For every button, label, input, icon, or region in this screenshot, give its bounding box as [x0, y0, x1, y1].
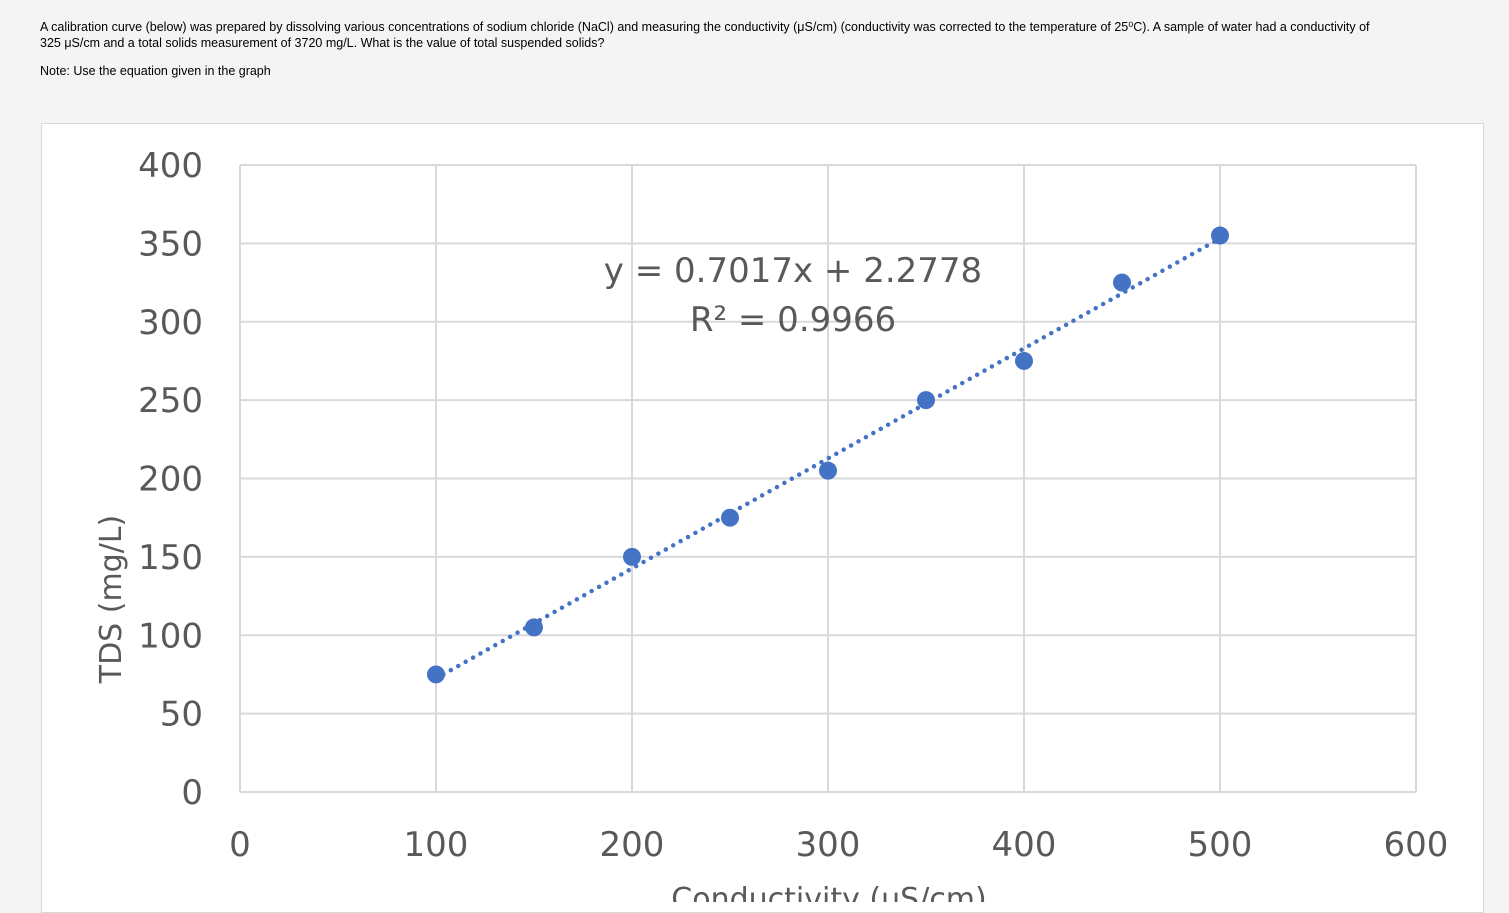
y-tick-label-4: 200 — [138, 460, 203, 500]
data-point-5 — [917, 391, 935, 410]
trendline — [433, 236, 1223, 681]
question-line-1: A calibration curve (below) was prepared… — [40, 20, 1370, 34]
question-line-2: 325 μS/cm and a total solids measurement… — [40, 36, 605, 50]
x-tick-label-2: 200 — [600, 825, 665, 865]
y-axis-title: TDS (mg/L) — [94, 515, 129, 685]
trendline-equation: y = 0.7017x + 2.2778 — [604, 251, 982, 291]
data-point-3 — [721, 508, 739, 527]
x-tick-label-5: 500 — [1188, 825, 1253, 865]
x-tick-labels: 0 100 200 300 400 500 600 — [229, 825, 1448, 865]
x-tick-label-0: 0 — [229, 825, 251, 865]
data-points — [427, 226, 1229, 684]
y-tick-label-7: 350 — [138, 224, 203, 264]
x-tick-label-1: 100 — [404, 825, 469, 865]
y-tick-label-6: 300 — [138, 303, 203, 343]
calibration-chart: 0 50 100 150 200 250 300 350 400 0 100 200 300 400 50… — [94, 146, 1448, 902]
chart-container: 0 50 100 150 200 250 300 350 400 0 100 200 300 400 50… — [41, 123, 1484, 913]
x-tick-label-3: 300 — [796, 825, 861, 865]
y-tick-labels: 0 50 100 150 200 250 300 350 400 — [138, 146, 203, 813]
y-tick-label-1: 50 — [160, 695, 203, 735]
x-tick-label-6: 600 — [1384, 825, 1449, 865]
r-squared-label: R² = 0.9966 — [690, 300, 896, 340]
x-axis-title: Conductivity (μS/cm) — [671, 882, 986, 902]
y-tick-label-2: 100 — [138, 616, 203, 656]
data-point-1 — [525, 618, 543, 637]
data-point-6 — [1015, 351, 1033, 370]
question-note: Note: Use the equation given in the grap… — [40, 64, 271, 78]
question-text: A calibration curve (below) was prepared… — [40, 19, 1480, 51]
y-tick-label-3: 150 — [138, 538, 203, 578]
y-tick-label-0: 0 — [181, 773, 203, 813]
data-point-0 — [427, 665, 445, 684]
x-tick-label-4: 400 — [992, 825, 1057, 865]
y-tick-label-5: 250 — [138, 381, 203, 421]
data-point-2 — [623, 547, 641, 566]
data-point-4 — [819, 461, 837, 480]
data-point-8 — [1211, 226, 1229, 245]
data-point-7 — [1113, 273, 1131, 292]
y-tick-label-8: 400 — [138, 146, 203, 186]
